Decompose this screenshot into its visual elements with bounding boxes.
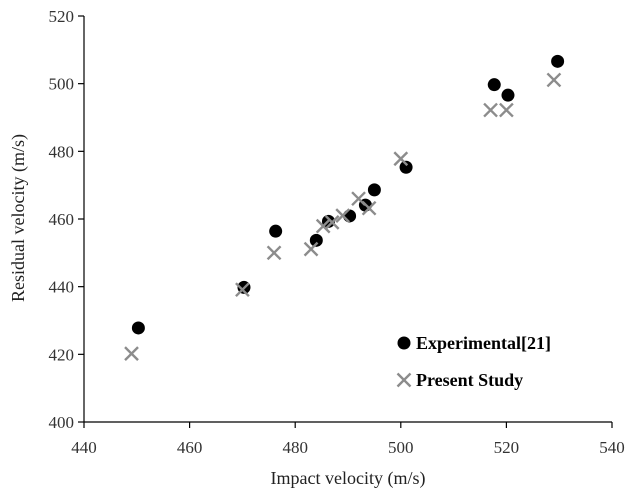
experimental-point xyxy=(269,225,282,238)
experimental-point xyxy=(368,183,381,196)
data-points xyxy=(125,55,564,360)
y-axis-title: Residual velocity (m/s) xyxy=(8,134,29,302)
y-tick-label: 480 xyxy=(49,142,75,161)
x-tick-label: 540 xyxy=(599,438,625,457)
y-tick-label: 460 xyxy=(49,210,75,229)
series-1 xyxy=(125,73,560,360)
legend-marker xyxy=(398,337,411,350)
series-0 xyxy=(132,55,564,335)
present-study-point xyxy=(268,246,281,259)
legend-label: Present Study xyxy=(416,370,523,390)
x-tick-label: 460 xyxy=(177,438,203,457)
present-study-point xyxy=(547,73,560,86)
present-study-point xyxy=(394,152,407,165)
y-axis-ticks: 400 420 440 460 480 500 520 xyxy=(49,7,85,432)
y-tick-label: 520 xyxy=(49,7,75,26)
present-study-point xyxy=(500,104,513,117)
x-tick-label: 500 xyxy=(388,438,414,457)
y-tick-label: 500 xyxy=(49,75,75,94)
x-axis-ticks: 440 460 480 500 520 540 xyxy=(71,422,625,457)
y-tick-label: 420 xyxy=(49,345,75,364)
experimental-point xyxy=(501,89,514,102)
x-tick-label: 440 xyxy=(71,438,97,457)
y-tick-label: 440 xyxy=(49,278,75,297)
experimental-point xyxy=(551,55,564,68)
y-tick-label: 400 xyxy=(49,413,75,432)
present-study-point xyxy=(305,243,318,256)
experimental-point xyxy=(132,321,145,334)
experimental-point xyxy=(488,78,501,91)
x-tick-label: 520 xyxy=(494,438,520,457)
legend: Experimental[21] Present Study xyxy=(398,333,551,390)
experimental-point xyxy=(343,209,356,222)
x-axis-title: Impact velocity (m/s) xyxy=(271,468,426,489)
present-study-point xyxy=(125,347,138,360)
present-study-point xyxy=(484,104,497,117)
x-tick-label: 480 xyxy=(282,438,308,457)
legend-label: Experimental[21] xyxy=(416,333,551,353)
legend-marker xyxy=(398,374,411,387)
